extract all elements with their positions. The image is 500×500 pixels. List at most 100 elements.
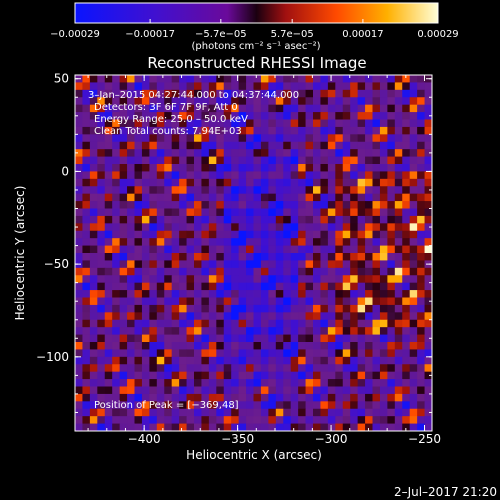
heatmap-cell xyxy=(283,356,292,365)
heatmap-cell xyxy=(260,356,269,365)
heatmap-cell xyxy=(112,297,121,306)
heatmap-cell xyxy=(149,186,158,195)
heatmap-cell xyxy=(194,223,202,232)
heatmap-cell xyxy=(283,349,292,358)
heatmap-cell xyxy=(350,416,359,424)
heatmap-cell xyxy=(253,215,262,224)
heatmap-cell xyxy=(164,238,173,246)
heatmap-cell xyxy=(372,267,381,276)
heatmap-cell xyxy=(290,238,299,246)
heatmap-cell xyxy=(208,290,217,298)
heatmap-cell xyxy=(305,215,314,224)
heatmap-cell xyxy=(119,82,128,91)
heatmap-cell xyxy=(298,134,306,143)
heatmap-cell xyxy=(149,312,158,321)
heatmap-cell xyxy=(394,304,403,313)
heatmap-cell xyxy=(127,423,135,431)
heatmap-cell xyxy=(298,112,306,120)
heatmap-cell xyxy=(417,141,425,150)
heatmap-cell xyxy=(186,260,195,269)
heatmap-cell xyxy=(208,260,217,269)
heatmap-cell xyxy=(208,156,217,165)
heatmap-cell xyxy=(387,327,396,335)
heatmap-cell xyxy=(75,401,83,410)
heatmap-cell xyxy=(409,304,418,313)
heatmap-cell xyxy=(275,253,284,261)
heatmap-cell xyxy=(104,201,113,209)
heatmap-cell xyxy=(104,312,113,321)
heatmap-cell xyxy=(97,253,106,261)
heatmap-cell xyxy=(164,89,173,98)
heatmap-cell xyxy=(275,260,284,269)
heatmap-cell xyxy=(82,112,91,120)
heatmap-cell xyxy=(372,290,381,298)
heatmap-cell xyxy=(231,304,240,313)
heatmap-cell xyxy=(208,149,217,157)
heatmap-cell xyxy=(112,208,121,217)
heatmap-cell xyxy=(275,171,284,180)
heatmap-cell xyxy=(75,238,83,246)
heatmap-cell xyxy=(253,334,262,343)
heatmap-cell xyxy=(141,245,150,254)
heatmap-cell xyxy=(394,342,403,350)
heatmap-cell xyxy=(127,171,135,180)
heatmap-cell xyxy=(342,312,351,321)
heatmap-cell xyxy=(208,423,217,431)
heatmap-cell xyxy=(223,349,232,358)
heatmap-cell xyxy=(283,334,292,343)
heatmap-cell xyxy=(89,290,98,298)
heatmap-cell xyxy=(305,334,314,343)
heatmap-cell xyxy=(238,89,247,98)
heatmap-cell xyxy=(253,267,262,276)
heatmap-cell xyxy=(260,312,269,321)
heatmap-cell xyxy=(179,386,187,395)
heatmap-cell xyxy=(104,164,113,172)
heatmap-cell xyxy=(156,97,165,106)
heatmap-cell xyxy=(387,193,396,202)
heatmap-cell xyxy=(112,75,121,83)
heatmap-cell xyxy=(417,75,425,83)
heatmap-cell xyxy=(327,290,336,298)
heatmap-cell xyxy=(156,112,165,120)
heatmap-cell xyxy=(97,230,106,239)
heatmap-cell xyxy=(208,215,217,224)
heatmap-cell xyxy=(216,356,225,365)
heatmap-cell xyxy=(156,319,165,328)
heatmap-cell xyxy=(156,119,165,128)
heatmap-cell xyxy=(275,208,284,217)
heatmap-cell xyxy=(342,208,351,217)
heatmap-cell xyxy=(350,386,359,395)
heatmap-cell xyxy=(365,364,373,373)
heatmap-cell xyxy=(208,126,217,135)
heatmap-cell xyxy=(342,401,351,410)
heatmap-cell xyxy=(327,416,336,424)
heatmap-cell xyxy=(223,119,232,128)
heatmap-cell xyxy=(268,416,277,424)
heatmap-cell xyxy=(409,215,418,224)
heatmap-cell xyxy=(327,126,336,135)
heatmap-cell xyxy=(253,327,262,335)
heatmap-cell xyxy=(231,416,240,424)
heatmap-cell xyxy=(201,201,210,209)
heatmap-cell xyxy=(156,290,165,298)
heatmap-cell xyxy=(379,156,388,165)
heatmap-cell xyxy=(372,208,381,217)
heatmap-cell xyxy=(379,267,388,276)
heatmap-cell xyxy=(216,186,225,195)
heatmap-cell xyxy=(208,356,217,365)
heatmap-cell xyxy=(149,171,158,180)
heatmap-cell xyxy=(194,423,202,431)
heatmap-cell xyxy=(298,297,306,306)
heatmap-cell xyxy=(379,112,388,120)
heatmap-cell xyxy=(372,423,381,431)
heatmap-cell xyxy=(253,245,262,254)
heatmap-cell xyxy=(260,230,269,239)
heatmap-cell xyxy=(194,230,202,239)
heatmap-cell xyxy=(298,260,306,269)
heatmap-cell xyxy=(82,342,91,350)
heatmap-cell xyxy=(335,304,344,313)
heatmap-cell xyxy=(82,245,91,254)
heatmap-cell xyxy=(119,141,128,150)
heatmap-cell xyxy=(268,215,277,224)
